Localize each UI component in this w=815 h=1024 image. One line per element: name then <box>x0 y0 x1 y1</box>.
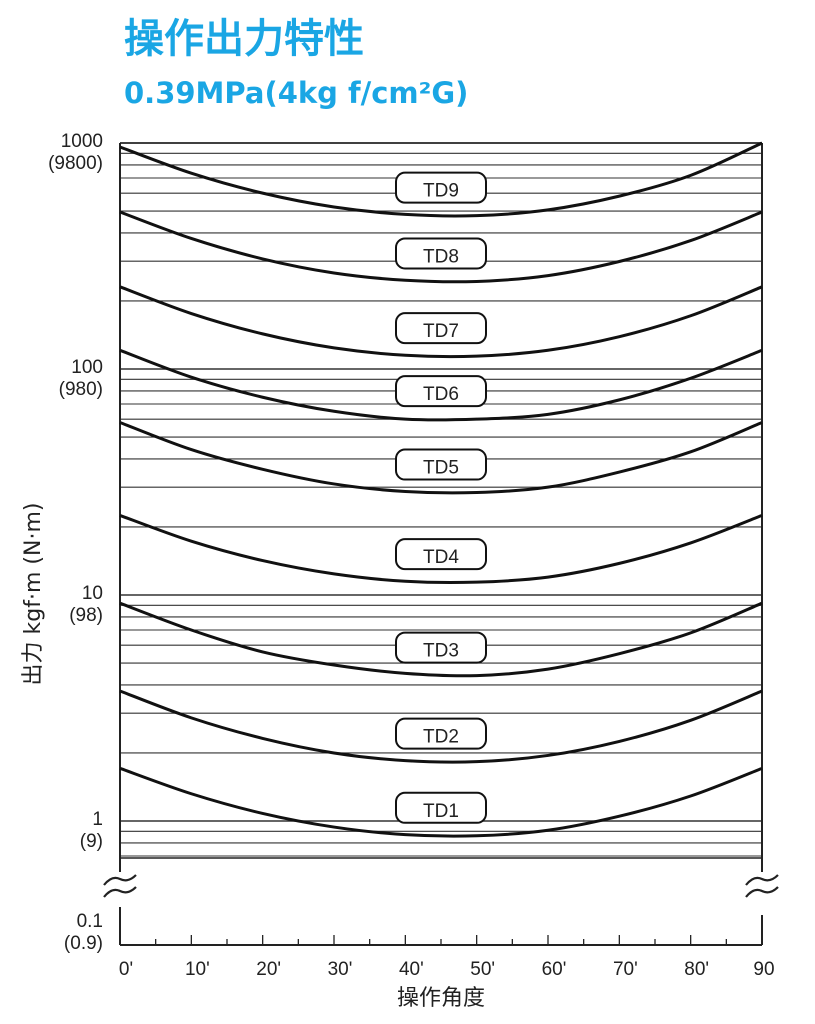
y-tick-sublabel: (9) <box>80 831 103 852</box>
y-tick-sublabel: (980) <box>59 379 103 400</box>
x-tick-label: 50' <box>470 959 495 980</box>
series-line-td9 <box>119 141 763 218</box>
axis-break-mark <box>103 874 137 898</box>
x-axis-label: 操作角度 <box>397 986 485 1011</box>
chart-title: 操作出力特性 <box>124 16 364 62</box>
y-tick-sublabel: (98) <box>69 605 103 626</box>
series-label-td7: TD7 <box>423 321 459 342</box>
series-label-box <box>395 791 487 824</box>
series-label-td2: TD2 <box>423 727 459 748</box>
x-tick-label: 70' <box>613 959 638 980</box>
x-tick-label: 10' <box>185 959 210 980</box>
y-tick-label: 10 <box>82 583 103 604</box>
axes <box>103 142 779 946</box>
y-tick-label: 100 <box>71 357 103 378</box>
series-label-box <box>395 237 487 270</box>
series-label-td3: TD3 <box>423 641 459 662</box>
series-label-td9: TD9 <box>423 181 459 202</box>
y-tick-label: 0.1 <box>77 911 103 932</box>
chart-subtitle: 0.39MPa(4kg f/cm²G) <box>124 76 468 110</box>
series-label-td6: TD6 <box>423 384 459 405</box>
series-label-td5: TD5 <box>423 458 459 479</box>
series-line-td8 <box>119 210 763 284</box>
y-axis-label: 出力 kgf·m (N·m) <box>21 503 46 686</box>
series-label-box <box>395 538 487 571</box>
series-line-td1 <box>119 766 763 838</box>
y-tick-label: 1 <box>92 809 103 830</box>
y-tick-sublabel: (0.9) <box>64 933 103 954</box>
series-label-box <box>395 375 487 408</box>
y-tick-label: 1000 <box>61 131 103 152</box>
series-curves <box>119 141 763 838</box>
series-label-box <box>395 631 487 664</box>
series-line-td5 <box>119 421 763 495</box>
series-line-td2 <box>119 689 763 764</box>
x-tick-label: 0' <box>119 959 133 980</box>
x-tick-label: 90 <box>753 959 774 980</box>
y-tick-sublabel: (9800) <box>48 153 103 174</box>
series-line-td7 <box>119 285 763 359</box>
x-tick-label: 30' <box>328 959 353 980</box>
series-line-td3 <box>119 601 763 678</box>
axis-break-mark <box>745 874 779 898</box>
series-label-td4: TD4 <box>423 547 459 568</box>
series-line-td4 <box>119 513 763 585</box>
x-tick-label: 20' <box>256 959 281 980</box>
x-tick-label: 60' <box>542 959 567 980</box>
series-labels: TD9 TD8 TD7 TD6 TD5 TD4 TD3 TD2 TD1 <box>395 171 487 824</box>
x-tick-label: 80' <box>684 959 709 980</box>
series-label-box <box>395 312 487 345</box>
series-label-box <box>395 717 487 750</box>
series-label-td8: TD8 <box>423 246 459 267</box>
series-label-box <box>395 171 487 204</box>
x-tick-label: 40' <box>399 959 424 980</box>
series-line-td6 <box>119 348 763 422</box>
series-label-box <box>395 448 487 481</box>
tick-labels: 0' 10' 20' 30' 40' 50' 60' 70' 80' 901000(9800)10… <box>48 131 774 980</box>
series-label-td1: TD1 <box>423 801 459 822</box>
